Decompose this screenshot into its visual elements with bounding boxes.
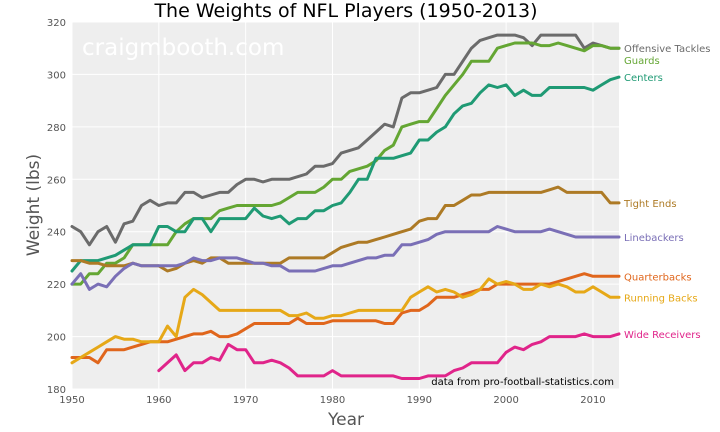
series-line-quarterbacks [70,272,621,365]
x-tick-label: 2010 [580,395,605,406]
series-line-tight-ends [70,185,621,273]
series-line-wide-receivers [157,332,621,380]
x-tick-label: 1960 [146,395,171,406]
series-label-guards: Guards [624,56,660,67]
series-label-linebackers: Linebackers [624,233,684,244]
series-label-quarterbacks: Quarterbacks [624,272,692,283]
x-axis-label: Year [327,410,364,430]
series-label-centers: Centers [624,73,663,84]
y-tick-label: 180 [47,385,66,396]
series-lines [70,33,621,380]
y-tick-label: 300 [47,70,66,81]
watermark: craigmbooth.com [82,35,284,61]
series-label-tight-ends: Tight Ends [623,199,677,210]
series-line-running-backs [70,277,621,365]
x-axis-ticks: 1950 1960 1970 1980 1990 2000 2010 [59,395,605,406]
y-tick-label: 320 [47,18,66,29]
y-axis-label: Weight (lbs) [24,154,44,256]
series-label-wide-receivers: Wide Receivers [624,330,701,341]
x-tick-label: 1980 [320,395,345,406]
x-tick-label: 2000 [493,395,518,406]
y-axis-ticks: 180 200 220 240 260 280 300 320 [47,18,66,396]
series-line-linebackers [70,225,621,291]
series-line-guards [70,41,621,286]
y-tick-label: 260 [47,175,66,186]
source-note: data from pro-football-statistics.com [431,377,614,388]
y-tick-label: 240 [47,228,66,239]
series-line-centers [70,75,621,273]
chart-title: The Weights of NFL Players (1950-2013) [153,0,537,22]
series-label-offensive-tackles: Offensive Tackles [624,44,711,55]
y-tick-label: 280 [47,123,66,134]
plot-area [72,22,619,389]
series-label-running-backs: Running Backs [624,293,698,304]
x-tick-label: 1950 [59,395,84,406]
x-tick-label: 1990 [407,395,432,406]
y-tick-label: 220 [47,280,66,291]
grid [71,21,619,390]
y-tick-label: 200 [47,333,66,344]
x-tick-label: 1970 [233,395,258,406]
